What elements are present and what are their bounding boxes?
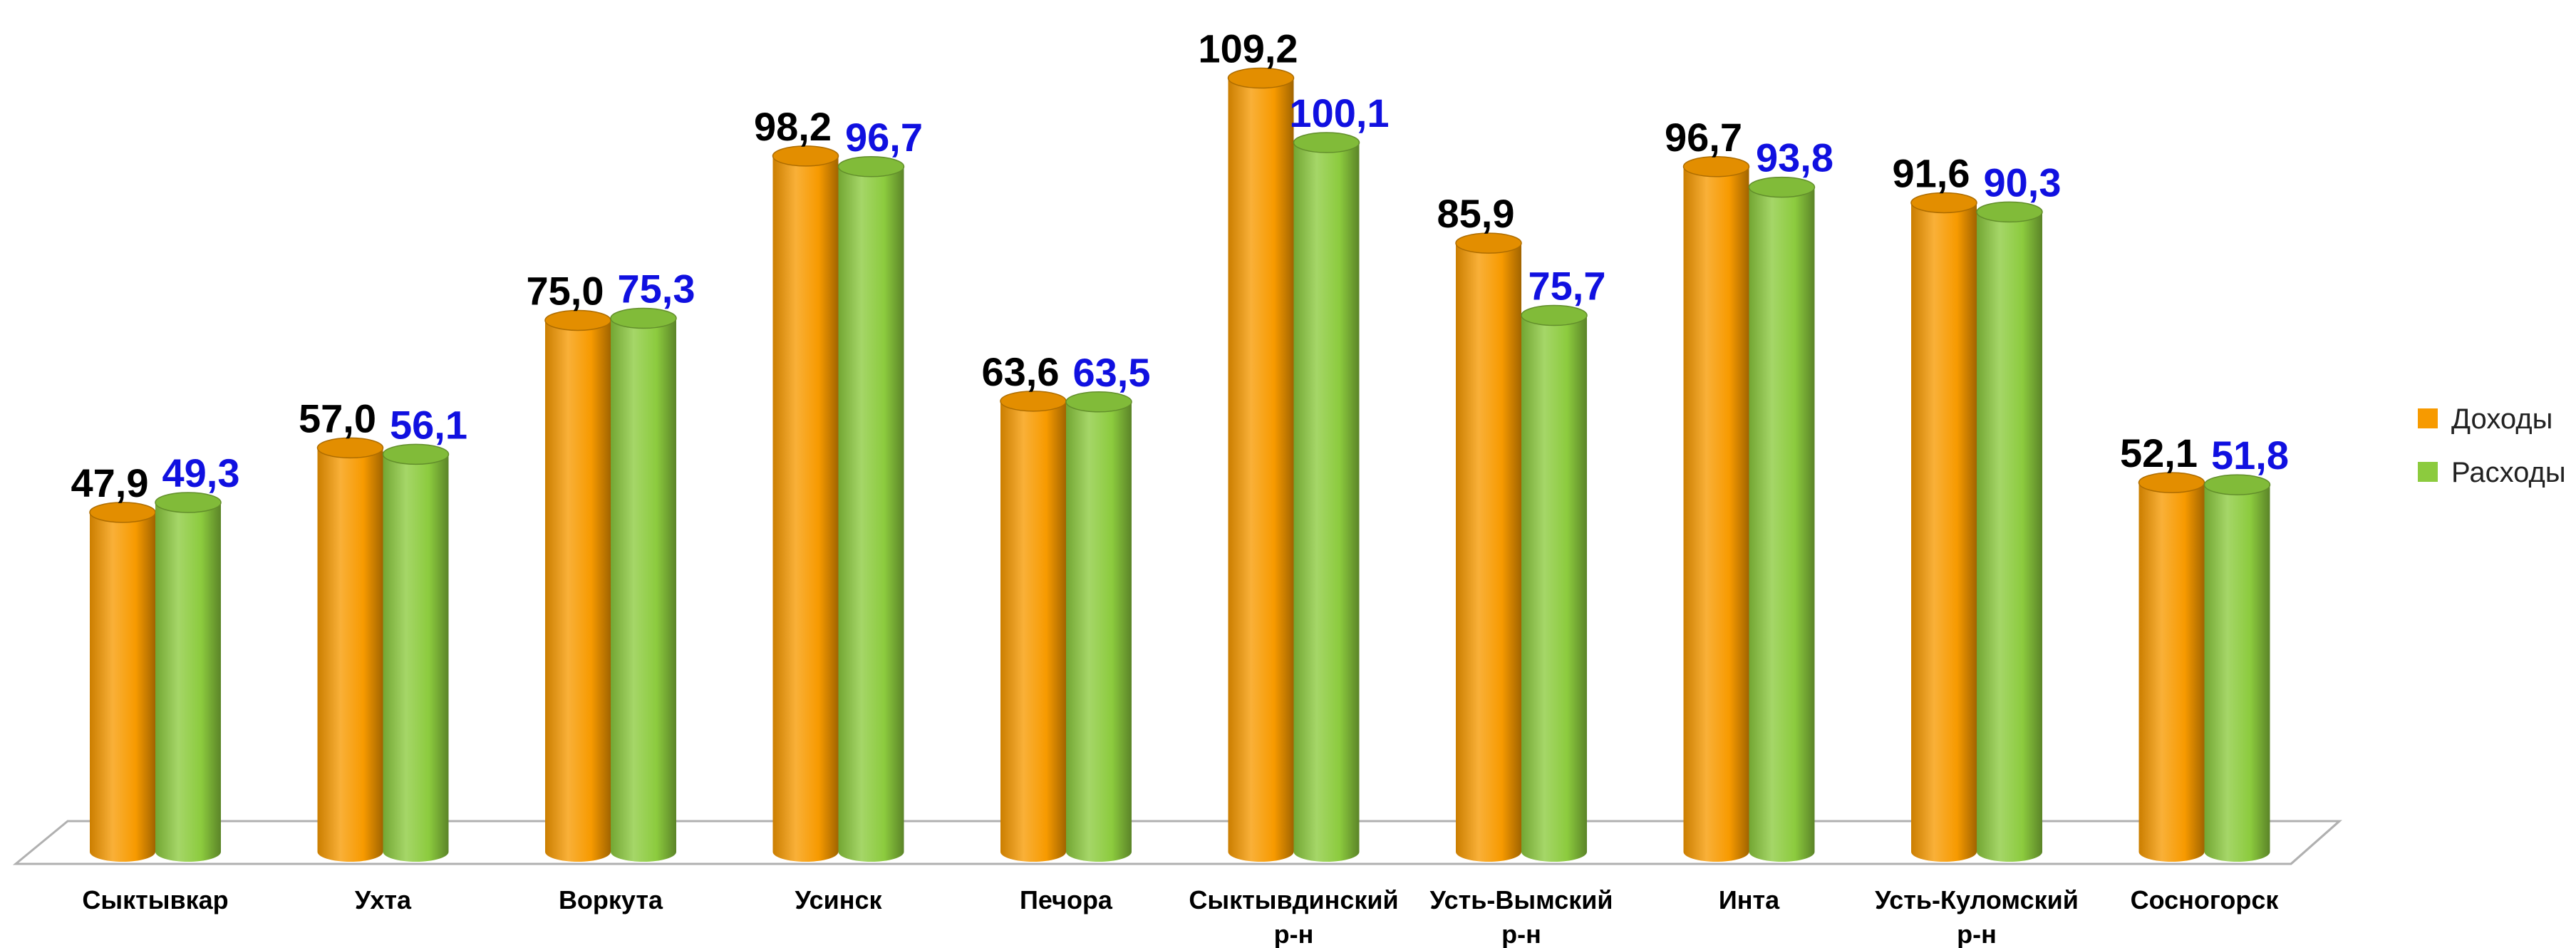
bar-доходы-усть-вымский bbox=[1455, 232, 1522, 862]
bar-расходы-усинск bbox=[837, 156, 905, 862]
value-label-доходы-сосногорск: 52,1 bbox=[2120, 431, 2198, 475]
legend: Доходы Расходы bbox=[2418, 403, 2566, 488]
bar-расходы-усть-куломский bbox=[1976, 201, 2043, 862]
category-labels-group: Сыктывкар Ухта Воркута Усинск Печора Сыктывди… bbox=[82, 885, 2279, 948]
bar-доходы-воркута bbox=[544, 309, 611, 862]
category-label-печора: Печора bbox=[1020, 885, 1113, 914]
bar-расходы-инта bbox=[1748, 176, 1816, 862]
bar-расходы-сыктывдинский bbox=[1293, 132, 1360, 862]
value-label-доходы-сыктывкар: 47,9 bbox=[71, 460, 149, 505]
value-label-доходы-воркута: 75,0 bbox=[527, 269, 604, 314]
value-label-расходы-усть-куломский: 90,3 bbox=[1984, 160, 2062, 205]
bar-доходы-усть-куломский bbox=[1910, 192, 1977, 862]
bar-расходы-ухта bbox=[382, 443, 450, 862]
bar-доходы-инта bbox=[1682, 156, 1750, 862]
value-label-доходы-печора: 63,6 bbox=[982, 349, 1060, 394]
bar-доходы-печора bbox=[1000, 391, 1067, 862]
legend-label-расходы: Расходы bbox=[2451, 457, 2566, 488]
bars-group bbox=[89, 67, 2271, 862]
category-label-ухта: Ухта bbox=[355, 885, 412, 914]
category-label-усинск: Усинск bbox=[795, 885, 882, 914]
category-label-инта: Инта bbox=[1719, 885, 1780, 914]
value-label-доходы-усть-вымский: 85,9 bbox=[1437, 191, 1515, 236]
value-labels-group: 47,9 49,3 57,0 56,1 75,0 75,3 98,2 96,7 63,6 63,5… bbox=[71, 26, 2290, 505]
bar-расходы-печора bbox=[1065, 391, 1132, 862]
bar-доходы-сыктывдинский bbox=[1227, 67, 1295, 862]
value-label-расходы-ухта: 56,1 bbox=[390, 402, 467, 447]
value-label-расходы-сыктывкар: 49,3 bbox=[162, 450, 240, 495]
legend-swatch-расходы bbox=[2418, 462, 2438, 482]
category-label-сыктывдинский: Сыктывдинский р-н bbox=[1189, 885, 1398, 948]
legend-item-расходы: Расходы bbox=[2418, 457, 2566, 488]
value-label-расходы-сыктывдинский: 100,1 bbox=[1289, 91, 1389, 135]
bar-расходы-сосногорск bbox=[2203, 474, 2271, 862]
bar-доходы-усинск bbox=[772, 145, 839, 862]
legend-label-доходы: Доходы bbox=[2451, 403, 2552, 435]
value-label-доходы-сыктывдинский: 109,2 bbox=[1198, 26, 1298, 71]
category-label-усть-куломский: Усть-Куломский р-н bbox=[1875, 885, 2079, 948]
value-label-расходы-печора: 63,5 bbox=[1073, 350, 1151, 395]
category-label-воркута: Воркута bbox=[559, 885, 663, 914]
legend-swatch-доходы bbox=[2418, 408, 2438, 428]
bar-доходы-ухта bbox=[316, 437, 384, 862]
bar-доходы-сосногорск bbox=[2138, 472, 2205, 862]
value-label-доходы-усть-куломский: 91,6 bbox=[1893, 150, 1970, 195]
category-label-сыктывкар: Сыктывкар bbox=[82, 885, 228, 914]
value-label-расходы-инта: 93,8 bbox=[1756, 135, 1833, 180]
value-label-расходы-воркута: 75,3 bbox=[618, 267, 695, 311]
category-label-сосногорск: Сосногорск bbox=[2131, 885, 2280, 914]
value-label-доходы-ухта: 57,0 bbox=[299, 396, 376, 440]
bar-расходы-усть-вымский bbox=[1521, 304, 1588, 862]
bar-расходы-сыктывкар bbox=[155, 492, 222, 862]
value-label-доходы-инта: 96,7 bbox=[1665, 115, 1742, 160]
bar-доходы-сыктывкар bbox=[89, 502, 156, 862]
value-label-доходы-усинск: 98,2 bbox=[754, 104, 832, 149]
legend-item-доходы: Доходы bbox=[2418, 403, 2552, 435]
value-label-расходы-сосногорск: 51,8 bbox=[2211, 433, 2289, 478]
bar-расходы-воркута bbox=[610, 307, 677, 862]
value-label-расходы-усть-вымский: 75,7 bbox=[1528, 264, 1606, 309]
category-label-усть-вымский: Усть-Вымский р-н bbox=[1429, 885, 1613, 948]
chart-floor-edge bbox=[16, 820, 2340, 865]
value-label-расходы-усинск: 96,7 bbox=[845, 115, 923, 160]
